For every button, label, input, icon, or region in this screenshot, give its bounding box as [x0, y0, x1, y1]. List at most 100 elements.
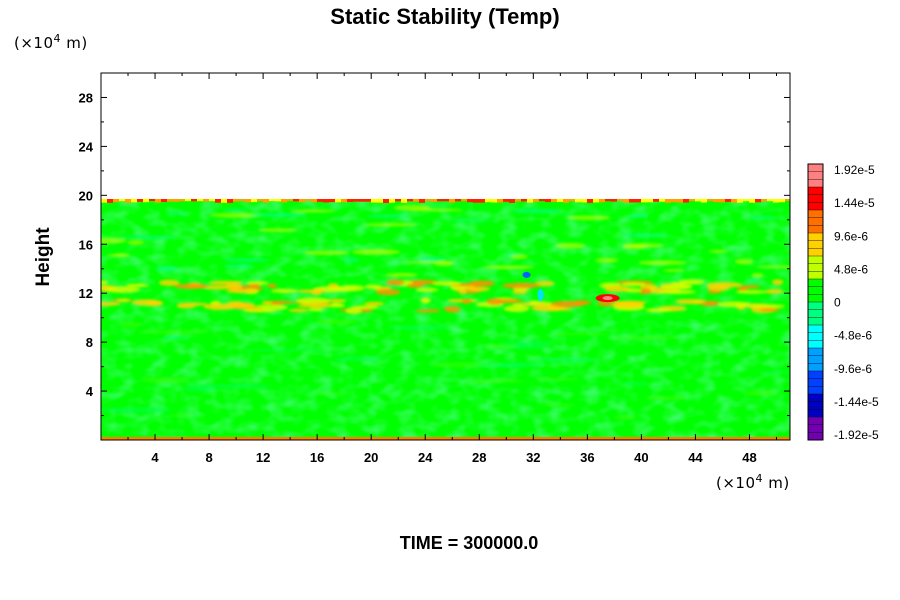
x-tick-label: 40	[634, 450, 648, 465]
top-boundary-cell	[317, 199, 323, 202]
colorbar-segment	[808, 164, 823, 173]
top-boundary-cell	[689, 199, 695, 202]
band-segment	[288, 308, 309, 313]
x-axis-unit: (×104 m)	[716, 472, 790, 492]
top-boundary-cell	[515, 199, 521, 202]
lower-streak	[182, 386, 216, 392]
colorbar-segment	[808, 340, 823, 349]
eddy-streak	[303, 250, 349, 255]
y-tick-label: 4	[86, 384, 94, 399]
band-segment	[458, 289, 468, 295]
band-segment	[644, 308, 672, 313]
top-boundary-cell	[239, 199, 245, 202]
top-boundary-cell	[407, 199, 413, 202]
top-boundary-cell	[455, 199, 461, 202]
top-boundary-cell	[509, 199, 515, 203]
band-segment	[660, 284, 693, 290]
field-texture	[101, 199, 790, 440]
top-boundary-cell	[653, 199, 659, 202]
eddy-streak	[343, 257, 360, 263]
colorbar-segment	[808, 263, 823, 272]
colorbar-label: -1.44e-5	[834, 395, 879, 409]
colorbar-segment	[808, 371, 823, 380]
y-axis-unit: (×104 m)	[14, 32, 88, 52]
lower-streak	[622, 382, 650, 386]
top-boundary-cell	[113, 199, 119, 203]
top-boundary-cell	[479, 199, 485, 203]
eddy-streak	[748, 278, 761, 282]
eddy-streak	[352, 249, 400, 255]
lower-streak	[333, 356, 381, 361]
band-segment	[486, 298, 505, 305]
top-boundary-cell	[257, 199, 263, 202]
eddy-streak	[363, 223, 418, 227]
top-boundary-cell	[341, 199, 347, 203]
band-segment	[267, 283, 278, 289]
top-boundary-cell	[221, 199, 227, 203]
colorbar-segment	[808, 187, 823, 196]
top-boundary-cell	[617, 199, 623, 202]
top-boundary-cell	[581, 199, 587, 203]
x-tick-label: 8	[205, 450, 212, 465]
x-tick-label: 16	[310, 450, 324, 465]
top-boundary-cell	[215, 199, 221, 203]
colorbar-segment	[808, 332, 823, 341]
top-boundary-cell	[143, 199, 149, 203]
top-boundary-cell	[641, 199, 647, 203]
lower-streak	[533, 378, 582, 381]
top-boundary-cell	[701, 199, 707, 203]
eddy-streak	[223, 208, 248, 212]
lower-streak	[645, 396, 688, 400]
top-boundary-cell	[293, 199, 299, 202]
top-boundary-cell	[347, 199, 353, 202]
colorbar-segment	[808, 256, 823, 265]
y-unit-exponent: 4	[54, 32, 62, 45]
top-boundary-cell	[563, 199, 569, 203]
top-boundary-cell	[365, 199, 371, 202]
top-boundary-cell	[209, 199, 215, 202]
band-segment	[415, 309, 441, 313]
x-tick-label: 12	[256, 450, 270, 465]
colorbar-segment	[808, 248, 823, 257]
top-boundary-cell	[437, 199, 443, 202]
band-segment	[271, 288, 298, 293]
colorbar-segment	[808, 417, 823, 426]
colorbar-segment	[808, 363, 823, 372]
eddy-streak	[567, 215, 611, 220]
top-boundary-cell	[749, 199, 755, 203]
colorbar-label: -1.92e-5	[834, 428, 879, 442]
band-segment	[339, 285, 365, 292]
colorbar-segment	[808, 179, 823, 188]
band-segment	[101, 280, 109, 285]
eddy-streak	[663, 269, 685, 272]
top-boundary-cell	[623, 199, 629, 203]
colorbar-segment	[808, 355, 823, 364]
top-boundary-cell	[629, 199, 635, 203]
top-boundary-cell	[731, 199, 737, 203]
band-segment	[611, 301, 644, 308]
band-segment	[765, 289, 784, 294]
top-boundary-cell	[269, 199, 275, 202]
colorbar-segment	[808, 271, 823, 280]
top-boundary-cell	[671, 199, 677, 203]
y-unit-base: (×10	[14, 34, 54, 52]
lower-streak	[196, 384, 274, 388]
top-boundary-cell	[299, 199, 305, 203]
band-segment	[224, 283, 243, 290]
eddy-streak	[708, 249, 728, 253]
eddy-streak	[107, 254, 127, 257]
top-boundary-cell	[359, 199, 365, 202]
top-boundary-cell	[353, 199, 359, 202]
top-boundary-cell	[383, 199, 389, 203]
band-segment	[345, 307, 362, 315]
top-boundary-cell	[227, 199, 233, 203]
band-segment	[203, 303, 237, 310]
band-segment	[385, 279, 405, 286]
top-boundary-cell	[131, 199, 137, 203]
colorbar-segment	[808, 194, 823, 203]
colorbar-segment	[808, 233, 823, 242]
top-boundary-cell	[539, 199, 545, 202]
top-boundary-cell	[647, 199, 653, 203]
band-segment	[466, 287, 491, 292]
